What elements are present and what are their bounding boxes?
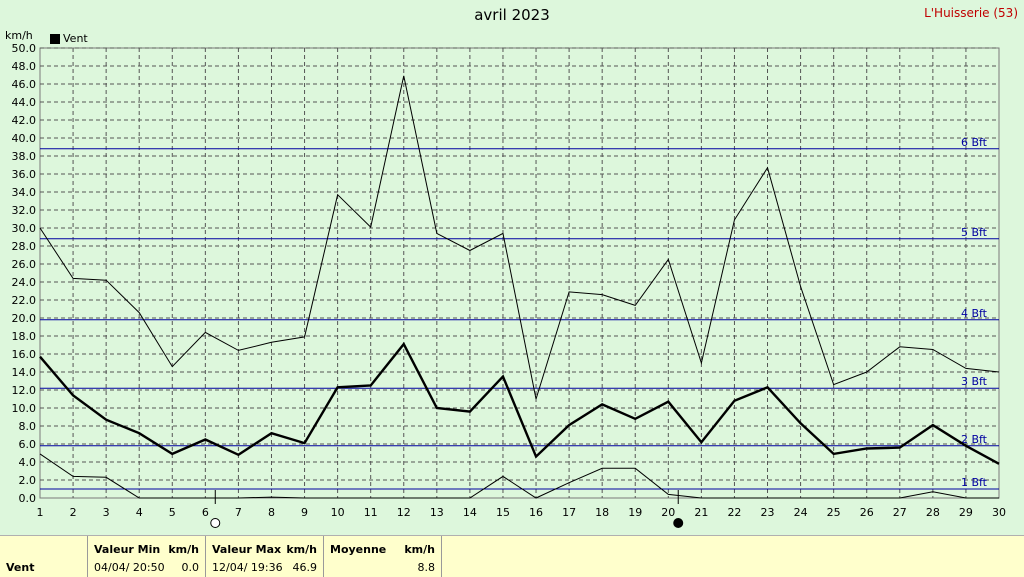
moon-full-icon — [210, 518, 221, 528]
series-line-moyenne — [39, 341, 1000, 465]
x-tick-label: 12 — [397, 506, 411, 519]
max-value: 46.9 — [292, 561, 318, 574]
y-tick-label: 40.0 — [12, 132, 37, 145]
y-tick-label: 46.0 — [12, 78, 37, 91]
min-value: 0.0 — [181, 561, 200, 574]
y-tick-label: 2.0 — [19, 474, 37, 487]
x-tick-label: 26 — [860, 506, 874, 519]
x-tick-label: 13 — [430, 506, 444, 519]
x-tick-label: 25 — [827, 506, 841, 519]
y-tick-label: 18.0 — [12, 330, 37, 343]
y-tick-label: 44.0 — [12, 96, 37, 109]
y-tick-label: 16.0 — [12, 348, 37, 361]
x-tick-label: 29 — [959, 506, 973, 519]
y-tick-label: 6.0 — [19, 438, 37, 451]
avg-value: 8.8 — [417, 561, 436, 574]
x-tick-label: 17 — [562, 506, 576, 519]
y-tick-label: 28.0 — [12, 240, 37, 253]
x-tick-label: 19 — [628, 506, 642, 519]
stats-panel: Vent Valeur Min km/h 04/04/ 20:50 0.0 Va… — [0, 535, 1024, 577]
y-tick-label: 36.0 — [12, 168, 37, 181]
series-line-min — [39, 453, 999, 499]
beaufort-label: 4 Bft — [961, 307, 988, 320]
x-tick-label: 2 — [70, 506, 77, 519]
y-tick-label: 24.0 — [12, 276, 37, 289]
plot-frame — [39, 47, 1000, 499]
x-tick-label: 4 — [136, 506, 143, 519]
y-tick-label: 20.0 — [12, 312, 37, 325]
x-tick-label: 9 — [301, 506, 308, 519]
x-tick-label: 15 — [496, 506, 510, 519]
y-tick-label: 0.0 — [19, 492, 37, 505]
beaufort-label: 1 Bft — [961, 476, 988, 489]
stats-max-cell: Valeur Max km/h 12/04/ 19:36 46.9 — [206, 536, 324, 577]
station-name: L'Huisserie (53) — [924, 6, 1018, 20]
y-tick-label: 50.0 — [12, 42, 37, 55]
x-tick-label: 21 — [694, 506, 708, 519]
beaufort-label: 2 Bft — [961, 433, 988, 446]
stats-row-label: Vent — [6, 561, 35, 574]
x-tick-label: 6 — [202, 506, 209, 519]
x-tick-label: 14 — [463, 506, 477, 519]
x-tick-label: 7 — [235, 506, 242, 519]
legend-label: Vent — [63, 32, 88, 45]
chart-title: avril 2023 — [474, 6, 550, 24]
avg-unit: km/h — [404, 543, 435, 556]
x-tick-label: 23 — [761, 506, 775, 519]
y-tick-label: 8.0 — [19, 420, 37, 433]
min-header: Valeur Min — [94, 543, 161, 556]
stats-avg-cell: Moyenne km/h 8.8 — [324, 536, 442, 577]
y-tick-label: 42.0 — [12, 114, 37, 127]
max-header: Valeur Max — [212, 543, 282, 556]
x-tick-label: 28 — [926, 506, 940, 519]
y-tick-label: 38.0 — [12, 150, 37, 163]
legend: Vent — [50, 32, 88, 45]
y-tick-label: 48.0 — [12, 60, 37, 73]
y-tick-label: 30.0 — [12, 222, 37, 235]
wind-chart: 0.0 2.0 4.0 6.0 8.0 10.0 12.0 14.0 16.0 18.0 20.0 2… — [12, 42, 1006, 528]
x-tick-label: 24 — [794, 506, 808, 519]
min-time: 04/04/ 20:50 — [94, 561, 165, 574]
x-tick-label: 18 — [595, 506, 609, 519]
y-tick-label: 32.0 — [12, 204, 37, 217]
x-tick-label: 30 — [992, 506, 1006, 519]
x-tick-label: 10 — [331, 506, 345, 519]
moon-new-icon — [673, 518, 684, 528]
x-tick-label: 16 — [529, 506, 543, 519]
x-tick-label: 22 — [727, 506, 741, 519]
series-line-max — [39, 75, 1000, 400]
y-tick-label: 10.0 — [12, 402, 37, 415]
max-unit: km/h — [286, 543, 317, 556]
y-tick-label: 4.0 — [19, 456, 37, 469]
y-tick-label: 22.0 — [12, 294, 37, 307]
min-unit: km/h — [168, 543, 199, 556]
y-tick-label: 26.0 — [12, 258, 37, 271]
stats-min-cell: Valeur Min km/h 04/04/ 20:50 0.0 — [88, 536, 206, 577]
y-tick-label: 34.0 — [12, 186, 37, 199]
y-axis-unit: km/h — [5, 29, 33, 42]
x-tick-label: 5 — [169, 506, 176, 519]
x-tick-label: 11 — [364, 506, 378, 519]
x-tick-label: 1 — [37, 506, 44, 519]
max-time: 12/04/ 19:36 — [212, 561, 283, 574]
x-tick-label: 27 — [893, 506, 907, 519]
x-tick-label: 3 — [103, 506, 110, 519]
x-tick-label: 8 — [268, 506, 275, 519]
x-tick-label: 20 — [661, 506, 675, 519]
beaufort-label: 3 Bft — [961, 375, 988, 388]
stats-row-label-cell: Vent — [0, 536, 88, 577]
legend-swatch — [50, 33, 60, 44]
y-tick-label: 12.0 — [12, 384, 37, 397]
y-tick-label: 14.0 — [12, 366, 37, 379]
beaufort-label: 6 Bft — [961, 136, 988, 149]
avg-header: Moyenne — [330, 543, 387, 556]
beaufort-label: 5 Bft — [961, 226, 988, 239]
